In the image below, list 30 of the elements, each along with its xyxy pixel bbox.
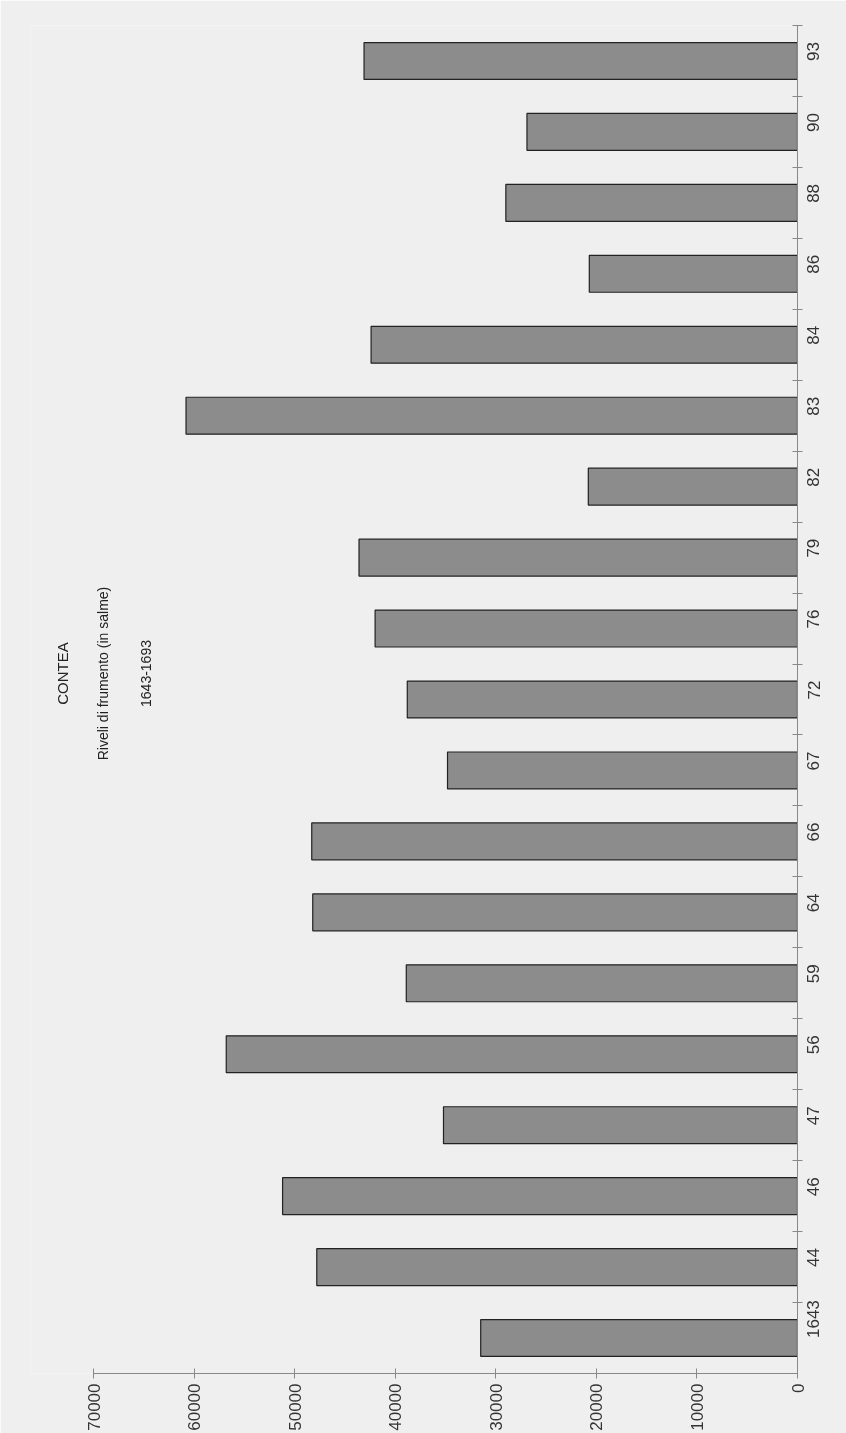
- y-tick-label: 59: [804, 964, 824, 984]
- x-tick-label: 40000: [386, 1383, 406, 1431]
- y-tick-label: 72: [804, 680, 824, 700]
- annotation: 1643-1693: [137, 639, 154, 707]
- y-tick-label: 1643: [804, 1300, 824, 1339]
- x-tick-label: 50000: [285, 1383, 305, 1431]
- x-tick-label: 0: [788, 1383, 808, 1393]
- y-tick-label: 93: [804, 42, 824, 61]
- x-tick-label: 30000: [486, 1383, 506, 1431]
- x-tick-label: 70000: [84, 1383, 104, 1431]
- y-tick-label: 44: [804, 1248, 824, 1268]
- x-tick-label: 20000: [587, 1383, 607, 1431]
- y-tick-label: 79: [804, 538, 824, 558]
- text: Riveli di frumento (in salme): [94, 586, 111, 761]
- y-tick-label: 90: [804, 113, 824, 132]
- y-tick-label: 46: [804, 1177, 824, 1197]
- y-tick-label: 67: [804, 751, 824, 771]
- y-tick-label: 66: [804, 822, 824, 842]
- text: CONTEA: [54, 642, 71, 705]
- y-tick-label: 47: [804, 1106, 824, 1126]
- y-tick-label: 82: [804, 467, 824, 487]
- y-tick-label: 88: [804, 183, 824, 203]
- x-tick-label: 60000: [185, 1383, 205, 1431]
- x-tick-label: 10000: [687, 1383, 707, 1431]
- y-tick-label: 86: [804, 254, 824, 274]
- y-tick-label: 83: [804, 396, 824, 416]
- y-tick-label: 76: [804, 609, 824, 629]
- y-tick-label: 84: [804, 325, 824, 345]
- y-tick-label: 56: [804, 1035, 824, 1055]
- y-tick-label: 64: [804, 893, 824, 913]
